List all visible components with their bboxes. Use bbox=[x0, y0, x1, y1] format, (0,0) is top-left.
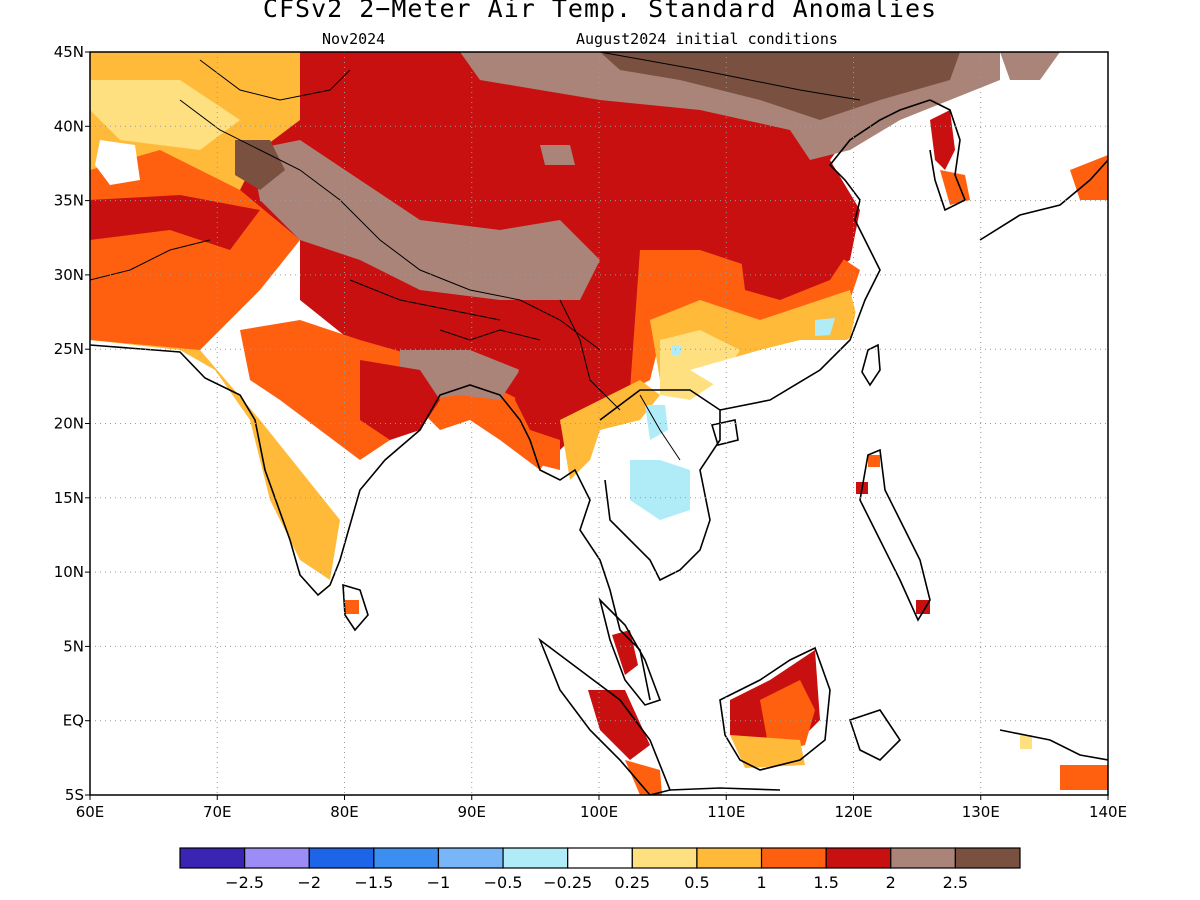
region-orange-newguinea bbox=[1060, 765, 1108, 790]
colorbar-swatch bbox=[825, 847, 892, 869]
region-dark-red-west bbox=[90, 195, 260, 250]
lat-tick-label: 20N bbox=[54, 415, 84, 433]
region-orange-indochina bbox=[560, 380, 660, 480]
region-orange-sumatra bbox=[625, 760, 662, 795]
colorbar-swatch bbox=[437, 847, 504, 869]
coast-hainan bbox=[710, 419, 739, 446]
anomaly-shading bbox=[90, 52, 1108, 795]
coast-srilanka bbox=[342, 583, 369, 632]
region-yellow-dot-ng bbox=[1020, 735, 1032, 749]
colorbar-label: −1.5 bbox=[354, 873, 393, 892]
colorbar-swatch bbox=[890, 847, 956, 869]
lat-tick-label: 35N bbox=[54, 192, 84, 210]
region-red-orange-korea bbox=[940, 170, 970, 205]
valid-month: Nov2024 bbox=[322, 30, 386, 48]
coast-sulawesi bbox=[848, 709, 902, 761]
coast-philippines bbox=[859, 448, 931, 622]
region-white-south-coast bbox=[690, 290, 870, 400]
region-dark-red-korea bbox=[930, 110, 955, 170]
region-dark-red-malaya bbox=[612, 630, 638, 675]
map-title: CFSv2 2−Meter Air Temp. Standard Anomali… bbox=[262, 0, 938, 23]
coast-java bbox=[669, 787, 781, 791]
lat-tick-label: 15N bbox=[54, 489, 84, 507]
colorbar-swatch bbox=[179, 847, 246, 869]
coast-newguinea bbox=[999, 729, 1108, 761]
region-cyan-dot bbox=[672, 345, 682, 355]
colorbar-label: 0.25 bbox=[614, 873, 650, 892]
coast-malaya bbox=[598, 597, 662, 706]
colorbar-swatch bbox=[954, 847, 1021, 869]
lat-tick-label: 40N bbox=[54, 117, 84, 135]
lon-tick-label: 120E bbox=[834, 803, 872, 821]
colorbar-swatch bbox=[760, 847, 827, 869]
region-dark-red-eastchina bbox=[740, 235, 850, 300]
borders bbox=[90, 52, 861, 461]
coast-japan bbox=[979, 159, 1108, 241]
region-red-orange-japan bbox=[1070, 155, 1108, 200]
colorbar-label: −0.25 bbox=[543, 873, 592, 892]
region-white-nw bbox=[95, 140, 140, 185]
region-cyan-southchina bbox=[815, 318, 835, 336]
lat-tick-label: 10N bbox=[54, 563, 84, 581]
lat-tick-label: 5S bbox=[65, 786, 84, 804]
lat-tick-label: 5N bbox=[63, 637, 84, 655]
colorbar-label: −0.5 bbox=[484, 873, 523, 892]
colorbar-label: 2 bbox=[886, 873, 896, 892]
lon-tick-label: 110E bbox=[707, 803, 745, 821]
colorbar-swatch bbox=[631, 847, 698, 869]
region-brown-tibet bbox=[250, 140, 600, 300]
coast-korea bbox=[929, 99, 967, 212]
coast-indochina bbox=[599, 389, 721, 582]
coastlines bbox=[90, 99, 1108, 795]
colorbar-label: −2 bbox=[297, 873, 321, 892]
colorbar-label: 0.5 bbox=[684, 873, 709, 892]
colorbar-label: −1 bbox=[427, 873, 451, 892]
region-dark-red-sumatra bbox=[588, 690, 650, 760]
lon-tick-label: 90E bbox=[457, 803, 486, 821]
lon-tick-labels: 60E 70E 80E 90E 100E 110E 120E 130E 140E bbox=[76, 795, 1127, 821]
colorbar-swatch bbox=[373, 847, 440, 869]
region-mindanao-dot bbox=[916, 600, 930, 614]
lon-tick-label: 130E bbox=[962, 803, 1000, 821]
lat-tick-label: 25N bbox=[54, 340, 84, 358]
colorbar: −2.5 −2 −1.5 −1 −0.5 −0.25 0.25 0.5 1 1.5 2 2.5 bbox=[179, 847, 1021, 892]
region-orange-borneo bbox=[730, 735, 805, 768]
colorbar-label: 1.5 bbox=[813, 873, 838, 892]
lat-tick-labels: 45N 40N 35N 30N 25N 20N 15N 10N 5N EQ 5S bbox=[54, 43, 90, 804]
lon-tick-label: 100E bbox=[580, 803, 618, 821]
colorbar-label: −2.5 bbox=[225, 873, 264, 892]
coast-india bbox=[90, 344, 651, 701]
colorbar-swatch bbox=[502, 847, 569, 869]
colorbar-swatch bbox=[696, 847, 763, 869]
lat-tick-label: 30N bbox=[54, 266, 84, 284]
coast-borneo bbox=[719, 646, 831, 771]
init-conditions: August2024 initial conditions bbox=[576, 30, 838, 48]
region-orange-burma-coast bbox=[530, 430, 560, 470]
region-yellow-northwest bbox=[90, 80, 240, 150]
lon-tick-label: 70E bbox=[203, 803, 232, 821]
lat-tick-label: EQ bbox=[63, 712, 84, 730]
region-dark-red-gangetic bbox=[360, 360, 440, 440]
region-brown-patch bbox=[540, 145, 575, 165]
colorbar-swatch bbox=[308, 847, 375, 869]
colorbar-label: 2.5 bbox=[943, 873, 968, 892]
region-dark-brown-kashmir bbox=[235, 140, 285, 190]
region-philippines-dot-1 bbox=[868, 455, 880, 467]
colorbar-swatch bbox=[244, 847, 310, 869]
colorbar-swatch bbox=[567, 847, 633, 869]
lon-tick-label: 60E bbox=[76, 803, 105, 821]
lon-tick-label: 140E bbox=[1089, 803, 1127, 821]
coast-taiwan bbox=[861, 343, 881, 387]
region-red-orange-borneo bbox=[760, 680, 815, 755]
region-cyan-thailand bbox=[630, 460, 690, 520]
lat-tick-label: 45N bbox=[54, 43, 84, 61]
region-brown-japan-north bbox=[1000, 52, 1060, 80]
lon-tick-label: 80E bbox=[330, 803, 359, 821]
coast-sumatra bbox=[538, 637, 672, 795]
region-srilanka-dot bbox=[345, 600, 359, 614]
colorbar-label: 1 bbox=[756, 873, 766, 892]
